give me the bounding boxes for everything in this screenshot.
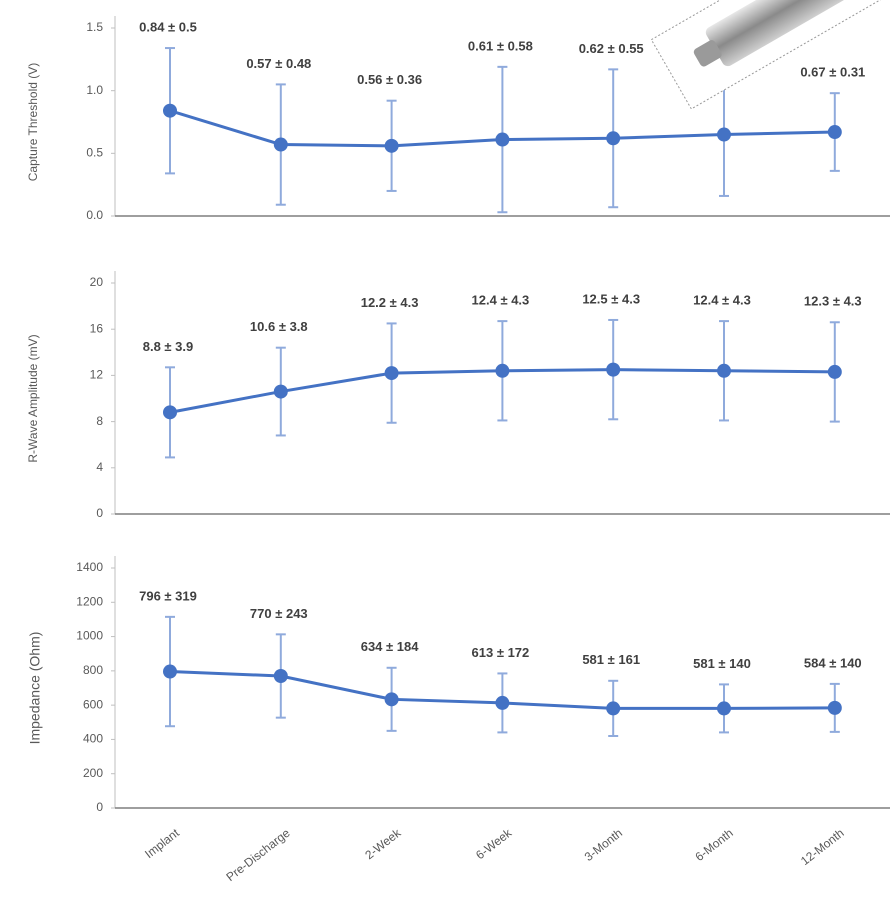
- value-label: 12.2 ± 4.3: [361, 295, 419, 310]
- data-point: [163, 665, 177, 679]
- y-tick-label: 600: [83, 697, 103, 711]
- value-label: 12.4 ± 4.3: [693, 293, 751, 308]
- value-label: 796 ± 319: [139, 588, 197, 603]
- lead-image: [651, 0, 890, 109]
- data-point: [606, 363, 620, 377]
- y-tick-label: 400: [83, 732, 103, 746]
- y-tick-label: 4: [96, 460, 103, 474]
- y-tick-label: 1.5: [86, 20, 103, 34]
- y-tick-label: 200: [83, 766, 103, 780]
- y-axis-label: Capture Threshold (V): [26, 63, 40, 182]
- data-point: [717, 364, 731, 378]
- value-label: 0.61 ± 0.58: [468, 38, 533, 53]
- value-label: 581 ± 140: [693, 656, 751, 671]
- y-tick-label: 20: [90, 275, 104, 289]
- value-label: 12.3 ± 4.3: [804, 294, 862, 309]
- y-tick-label: 800: [83, 663, 103, 677]
- value-label: 634 ± 184: [361, 639, 420, 654]
- value-label: 770 ± 243: [250, 606, 308, 621]
- y-axis-label: R-Wave Amplitude (mV): [26, 334, 40, 462]
- value-label: 584 ± 140: [804, 655, 862, 670]
- data-point: [385, 139, 399, 153]
- y-tick-label: 0.0: [86, 208, 103, 222]
- y-tick-label: 1.0: [86, 83, 103, 97]
- x-tick-label: 12-Month: [798, 826, 847, 868]
- y-tick-label: 8: [96, 414, 103, 428]
- x-tick-label: Implant: [142, 825, 182, 861]
- value-label: 0.56 ± 0.36: [357, 72, 422, 87]
- y-tick-label: 0: [96, 800, 103, 814]
- value-label: 10.6 ± 3.8: [250, 319, 308, 334]
- x-tick-label: 6-Week: [473, 825, 515, 862]
- y-tick-label: 1400: [76, 560, 103, 574]
- value-label: 0.84 ± 0.5: [139, 19, 197, 34]
- y-tick-label: 1200: [76, 594, 103, 608]
- data-point: [495, 364, 509, 378]
- chart: Capture Threshold (V) 0.0 0.5 1.0 1.5 0.84 ± …: [0, 0, 890, 910]
- value-label: 0.67 ± 0.31: [800, 65, 865, 80]
- value-label: 8.8 ± 3.9: [143, 339, 194, 354]
- data-point: [274, 669, 288, 683]
- y-tick-label: 12: [90, 368, 104, 382]
- value-label: 0.57 ± 0.48: [246, 56, 311, 71]
- value-label: 12.5 ± 4.3: [582, 291, 640, 306]
- data-point: [606, 131, 620, 145]
- data-point: [828, 125, 842, 139]
- data-point: [717, 701, 731, 715]
- data-point: [717, 128, 731, 142]
- value-label: 0.62 ± 0.55: [579, 41, 644, 56]
- data-point: [385, 692, 399, 706]
- y-tick-label: 16: [90, 321, 104, 335]
- data-point: [385, 366, 399, 380]
- data-point: [274, 385, 288, 399]
- y-tick-label: 0.5: [86, 146, 103, 160]
- data-point: [163, 104, 177, 118]
- x-tick-label: 3-Month: [582, 826, 625, 864]
- data-point: [828, 701, 842, 715]
- y-tick-label: 0: [96, 506, 103, 520]
- x-tick-label: Pre-Discharge: [224, 826, 293, 884]
- data-point: [163, 405, 177, 419]
- value-label: 12.4 ± 4.3: [472, 293, 530, 308]
- value-label: 613 ± 172: [472, 645, 530, 660]
- data-point: [828, 365, 842, 379]
- y-axis-label: Impedance (Ohm): [27, 632, 43, 745]
- data-point: [274, 138, 288, 152]
- x-tick-label: 6-Month: [692, 826, 735, 864]
- data-point: [606, 701, 620, 715]
- data-point: [495, 133, 509, 147]
- y-tick-label: 1000: [76, 629, 103, 643]
- data-point: [495, 696, 509, 710]
- x-tick-label: 2-Week: [362, 825, 404, 862]
- value-label: 581 ± 161: [582, 652, 640, 667]
